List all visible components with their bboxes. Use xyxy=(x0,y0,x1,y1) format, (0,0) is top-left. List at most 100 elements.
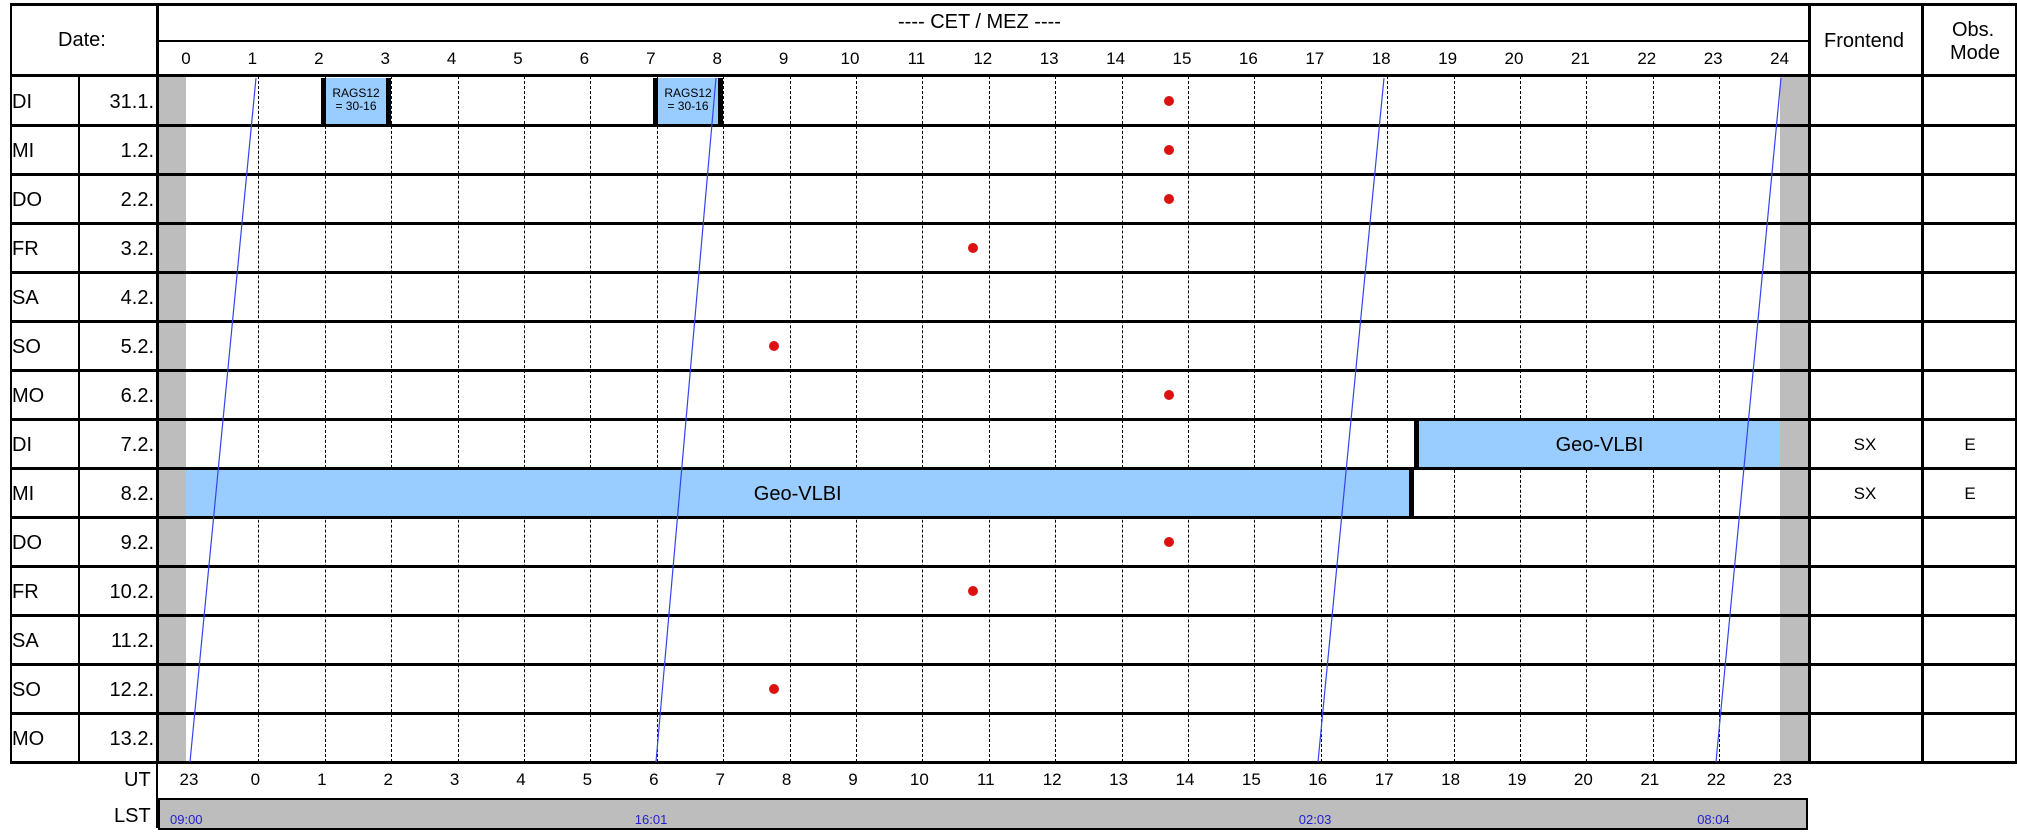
event-dot xyxy=(967,586,978,596)
day-date-divider xyxy=(78,76,80,762)
row-frontend: SX xyxy=(1853,435,1877,454)
row-date: 9.2. xyxy=(120,532,154,554)
lst-time-label: 09:00 xyxy=(170,812,203,827)
geo-vlbi-event-2[interactable]: Geo-VLBI xyxy=(186,470,1415,516)
lst-diagonal-line xyxy=(655,77,717,763)
ut-hour-label: 22 xyxy=(1706,770,1726,789)
cet-hour-label: 4 xyxy=(446,49,457,68)
ut-hour-label: 16 xyxy=(1308,770,1328,789)
row-separator xyxy=(10,124,2017,127)
rags-event-2[interactable]: RAGS12 = 30-16 xyxy=(652,78,724,124)
row-separator xyxy=(10,418,2017,421)
ut-label: UT xyxy=(124,769,151,791)
frontend-mode-divider xyxy=(1921,3,1924,762)
footer-left-line xyxy=(156,762,158,828)
row-day: SA xyxy=(12,287,39,309)
row-day: MO xyxy=(12,385,45,407)
row-day: SO xyxy=(12,679,41,701)
cet-hour-label: 9 xyxy=(778,49,789,68)
cet-hour-label: 23 xyxy=(1703,49,1723,68)
event-dot xyxy=(1163,96,1174,106)
ut-hour-label: 3 xyxy=(449,770,460,789)
row-frontend: SX xyxy=(1853,484,1877,503)
lst-diagonal-line xyxy=(189,77,257,763)
row-date: 5.2. xyxy=(120,336,154,358)
event-dot xyxy=(1163,537,1174,547)
event-dot xyxy=(1163,194,1174,204)
ut-hour-label: 8 xyxy=(781,770,792,789)
cet-hour-label: 24 xyxy=(1770,49,1790,68)
row-day: MI xyxy=(12,140,35,162)
row-separator xyxy=(10,663,2017,666)
cet-hour-label: 21 xyxy=(1570,49,1590,68)
lst-time-label: 08:04 xyxy=(1697,812,1730,827)
row-day: SO xyxy=(12,336,41,358)
row-separator xyxy=(10,467,2017,470)
grid-frontend-divider xyxy=(1808,3,1811,762)
row-separator xyxy=(10,173,2017,176)
ut-hour-label: 2 xyxy=(383,770,393,789)
date-grid-divider xyxy=(156,3,159,762)
cet-hour-label: 20 xyxy=(1504,49,1524,68)
cet-hour-label: 2 xyxy=(314,49,324,68)
header-bottom-line xyxy=(10,74,2017,77)
rags-event-2-line1: RAGS12 xyxy=(664,86,712,100)
rags-event-1[interactable]: RAGS12 = 30-16 xyxy=(320,78,392,124)
row-day: DO xyxy=(12,532,42,554)
event-dot xyxy=(768,341,779,351)
row-separator xyxy=(10,712,2017,715)
row-date: 7.2. xyxy=(120,434,154,456)
row-day: MI xyxy=(12,483,35,505)
row-date: 4.2. xyxy=(120,287,154,309)
rags-event-2-line2: = 30-16 xyxy=(667,98,709,113)
cet-hour-label: 16 xyxy=(1238,49,1258,68)
geo-vlbi-event-1-label: Geo-VLBI xyxy=(1555,434,1644,456)
ut-hour-label: 18 xyxy=(1441,770,1461,789)
event-dot xyxy=(768,684,779,694)
ut-hour-label: 5 xyxy=(582,770,593,789)
row-separator xyxy=(10,271,2017,274)
cet-hour-label: 22 xyxy=(1637,49,1657,68)
frame-right xyxy=(2015,3,2017,762)
ut-hour-label: 23 xyxy=(179,770,199,789)
cet-hour-label: 19 xyxy=(1438,49,1458,68)
frame-left xyxy=(10,3,12,762)
row-date: 8.2. xyxy=(120,483,154,505)
cet-hour-label: 0 xyxy=(181,49,191,68)
ut-hour-label: 0 xyxy=(250,770,261,789)
lst-diagonal-line xyxy=(1715,77,1782,763)
ut-hour-label: 10 xyxy=(909,770,929,789)
row-date: 31.1. xyxy=(109,91,154,113)
row-separator xyxy=(10,320,2017,323)
row-date: 12.2. xyxy=(109,679,154,701)
event-dot xyxy=(1163,145,1174,155)
cet-hour-label: 14 xyxy=(1106,49,1126,68)
row-date: 13.2. xyxy=(109,728,154,750)
cet-hour-label: 17 xyxy=(1305,49,1325,68)
row-day: MO xyxy=(12,728,45,750)
lst-bar xyxy=(158,798,1808,830)
cet-hour-label: 12 xyxy=(973,49,993,68)
hour-header-line xyxy=(158,40,1808,42)
event-dot xyxy=(1163,390,1174,400)
row-day: DO xyxy=(12,189,42,211)
row-day: FR xyxy=(12,581,39,603)
row-separator xyxy=(10,565,2017,568)
grid-bottom-line xyxy=(10,761,2017,764)
ut-hour-label: 15 xyxy=(1241,770,1261,789)
row-date: 11.2. xyxy=(111,630,154,652)
timezone-header: ---- CET / MEZ ---- xyxy=(898,11,1061,33)
cet-hour-label: 1 xyxy=(247,49,258,68)
lst-time-label: 02:03 xyxy=(1298,812,1332,827)
row-separator xyxy=(10,222,2017,225)
row-obs-mode: E xyxy=(1964,484,1976,503)
row-date: 3.2. xyxy=(120,238,154,260)
event-dot xyxy=(967,243,978,253)
cet-hour-label: 13 xyxy=(1039,49,1059,68)
ut-hour-label: 11 xyxy=(976,770,995,789)
cet-hour-label: 6 xyxy=(579,49,590,68)
row-separator xyxy=(10,369,2017,372)
geo-vlbi-event-1[interactable]: Geo-VLBI xyxy=(1414,421,1780,467)
lst-time-label: 16:01 xyxy=(634,812,668,827)
